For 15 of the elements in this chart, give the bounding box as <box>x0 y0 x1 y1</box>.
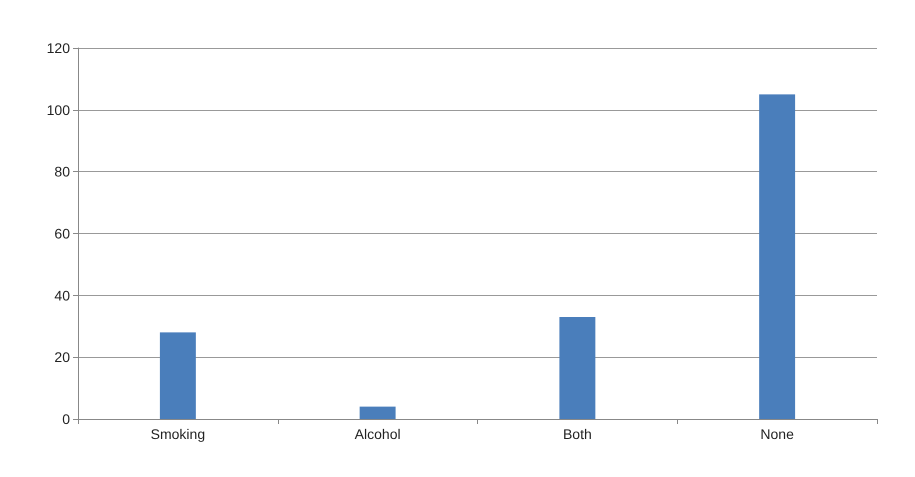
y-tick-label: 20 <box>54 349 70 366</box>
x-tick-label: Alcohol <box>354 426 401 442</box>
y-tick-label: 120 <box>46 40 70 56</box>
bar <box>759 94 796 419</box>
y-tick-label: 100 <box>46 102 70 118</box>
y-tick-label: 0 <box>62 411 70 427</box>
bar <box>360 406 396 419</box>
y-tick-label: 40 <box>54 287 70 304</box>
y-tick-label: 60 <box>54 226 70 242</box>
x-tick-label: Smoking <box>150 426 206 442</box>
bar <box>160 332 196 419</box>
x-tick-label: None <box>760 426 794 442</box>
bar <box>559 316 596 419</box>
x-tick-label: Both <box>562 426 592 442</box>
y-tick-label: 80 <box>54 164 70 180</box>
